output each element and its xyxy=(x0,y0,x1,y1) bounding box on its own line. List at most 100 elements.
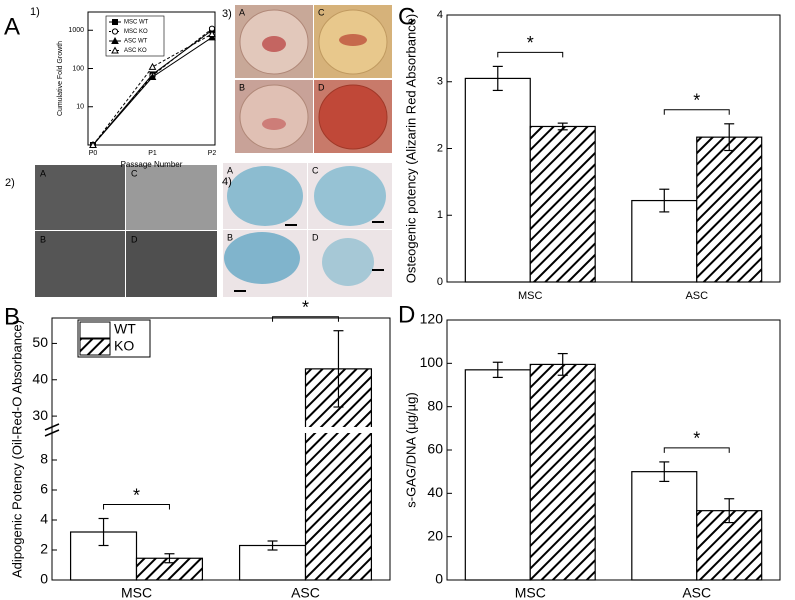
dish xyxy=(318,84,388,150)
pellet xyxy=(314,166,386,226)
significance-bracket xyxy=(272,316,339,322)
x-tick-label: MSC xyxy=(121,585,152,600)
legend-label: MSC WT xyxy=(124,20,149,26)
series-line xyxy=(92,33,213,146)
error-bar xyxy=(267,540,278,551)
culture-photos xyxy=(35,165,217,297)
y-tick-label: 10 xyxy=(76,104,84,111)
y-tick-label: 80 xyxy=(427,397,443,413)
bar xyxy=(464,77,531,283)
marker xyxy=(148,72,157,80)
bar xyxy=(464,369,531,581)
legend-label: ASC WT xyxy=(124,39,148,45)
legend-swatch xyxy=(79,321,111,339)
panel-label: A xyxy=(4,13,20,40)
error-bar xyxy=(659,188,670,213)
photo-label: C xyxy=(312,165,319,175)
y-tick-label: 30 xyxy=(32,407,48,423)
photo-label: D xyxy=(312,232,319,242)
significance-label: * xyxy=(693,429,700,449)
y-axis-label: Adipogenic Potency (Oil-Red-O Absorbance… xyxy=(9,320,24,578)
y-tick-label: 100 xyxy=(72,65,84,72)
error-bar xyxy=(724,123,735,152)
x-tick-label: MSC xyxy=(518,290,543,302)
error-bar xyxy=(724,498,735,524)
panel-label: B xyxy=(4,303,20,330)
y-tick-label: 120 xyxy=(420,311,444,327)
y-axis-label: Cumulative Fold Growth xyxy=(57,41,64,116)
error-bar xyxy=(492,361,503,379)
panel-label: D xyxy=(398,301,415,328)
significance-label: * xyxy=(302,297,309,317)
x-axis-label: Passage Number xyxy=(121,160,183,169)
marker xyxy=(111,36,119,44)
marker xyxy=(111,28,119,35)
y-tick-label: 0 xyxy=(437,276,443,288)
legend-label: KO xyxy=(114,338,134,354)
bar xyxy=(696,136,763,283)
y-tick-label: 6 xyxy=(40,481,48,497)
plot-frame xyxy=(51,317,391,581)
error-bar xyxy=(98,517,109,547)
photo-label: B xyxy=(227,232,233,242)
significance-label: * xyxy=(693,91,700,111)
alcian-photos xyxy=(223,163,392,297)
x-tick-label: MSC xyxy=(515,585,546,600)
y-tick-label: 20 xyxy=(427,527,443,543)
x-tick-label: P1 xyxy=(148,150,157,157)
x-tick-label: ASC xyxy=(291,585,320,600)
bar xyxy=(631,199,698,283)
y-tick-label: 0 xyxy=(40,571,48,587)
photo-label: B xyxy=(40,234,46,244)
photo-label: C xyxy=(318,7,325,17)
marker xyxy=(148,62,157,70)
sub-panel-label: 2) xyxy=(5,177,15,189)
significance-label: * xyxy=(527,33,534,53)
significance-bracket xyxy=(497,51,564,58)
y-tick-label: 40 xyxy=(427,484,443,500)
bar xyxy=(238,544,307,581)
dish xyxy=(239,84,309,150)
y-tick-label: 1 xyxy=(437,209,443,221)
photo-label: D xyxy=(131,234,138,244)
pellet xyxy=(224,232,300,284)
photo xyxy=(126,165,217,230)
photo xyxy=(126,231,217,297)
legend-label: ASC KO xyxy=(124,48,147,54)
y-tick-label: 4 xyxy=(40,511,48,527)
y-tick-label: 60 xyxy=(427,441,443,457)
y-tick-label: 8 xyxy=(40,451,48,467)
y-tick-label: 2 xyxy=(40,541,48,557)
x-tick-label: P0 xyxy=(89,150,98,157)
y-tick-label: 100 xyxy=(420,354,444,370)
legend-swatch xyxy=(79,338,111,356)
photo-label: A xyxy=(40,168,46,178)
bar xyxy=(529,363,596,581)
stain xyxy=(339,34,367,46)
error-bar xyxy=(557,122,568,131)
photo-label: C xyxy=(131,168,138,178)
error-bar xyxy=(557,352,568,376)
significance-bracket xyxy=(663,109,730,115)
error-bar xyxy=(333,330,344,408)
error-bar xyxy=(492,65,503,92)
photo-label: D xyxy=(318,82,325,92)
photo-label: B xyxy=(239,82,245,92)
x-tick-label: ASC xyxy=(685,290,708,302)
stain xyxy=(262,118,286,130)
legend-label: WT xyxy=(114,321,136,337)
marker xyxy=(89,140,97,148)
bar xyxy=(631,471,698,581)
error-bar xyxy=(164,553,175,564)
stain xyxy=(262,36,286,52)
sub-panel-label: 3) xyxy=(222,8,232,20)
panel-label: C xyxy=(398,3,415,30)
photo xyxy=(35,165,125,230)
x-tick-label: P2 xyxy=(208,150,217,157)
photo-label: A xyxy=(227,165,233,175)
y-axis-label: Osteogenic potency (Alizarin Red Absorba… xyxy=(403,14,418,284)
legend-label: MSC KO xyxy=(124,29,148,35)
pellet xyxy=(322,238,374,286)
error-bar xyxy=(659,461,670,483)
